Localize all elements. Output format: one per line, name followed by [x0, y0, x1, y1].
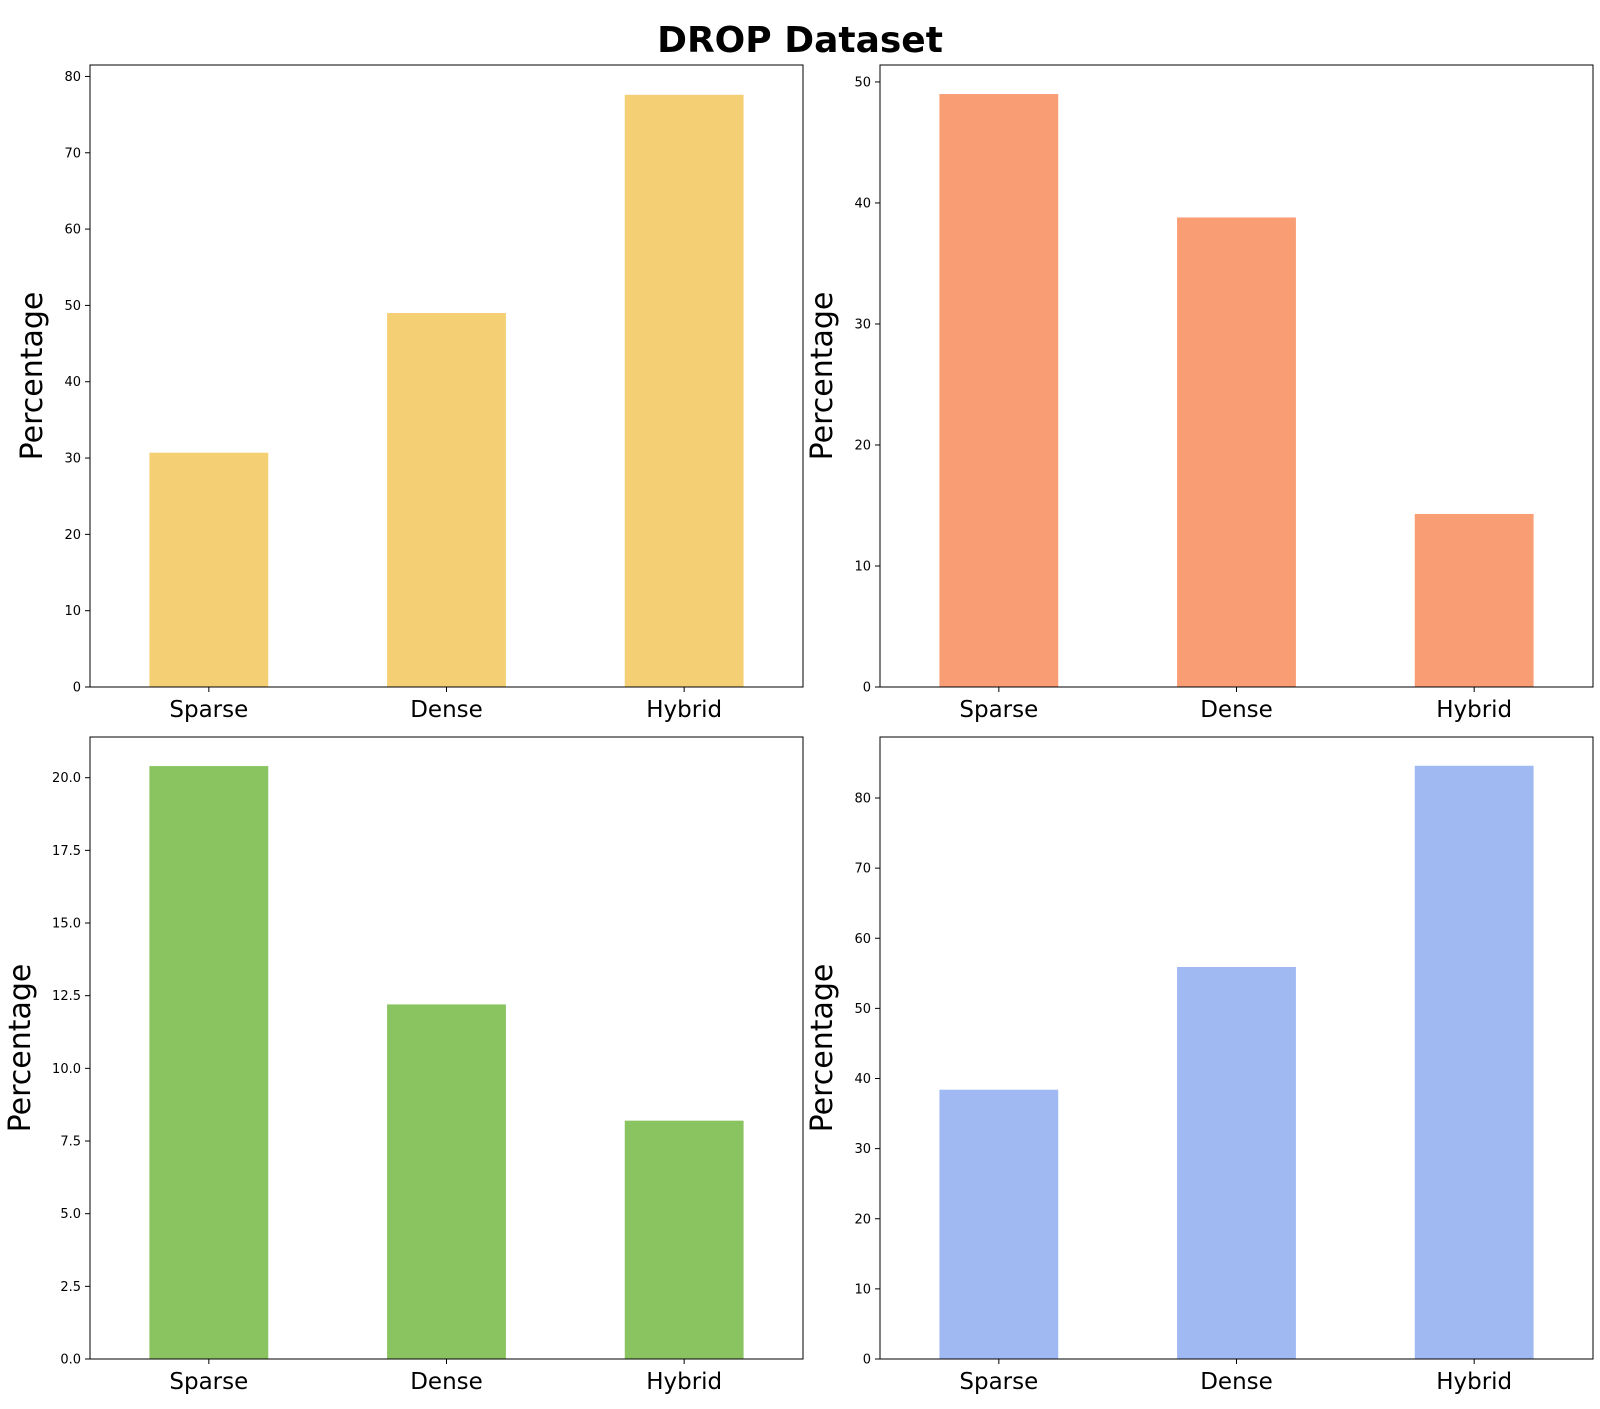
- x-tick-label: Dense: [1200, 697, 1273, 723]
- x-tick-label: Hybrid: [1436, 697, 1512, 723]
- y-axis-label: Percentage: [805, 292, 840, 461]
- bar-sparse: [939, 1089, 1059, 1359]
- y-tick-label: 10: [64, 604, 81, 619]
- y-tick-label: 5.0: [60, 1207, 81, 1222]
- x-tick-label: Dense: [1200, 1369, 1273, 1395]
- y-tick-label: 60: [854, 932, 871, 947]
- chart-panel-top-left: 0 10 20 30 40 50 60 70 80 Sparse Dense Hybrid Percen…: [15, 64, 804, 723]
- y-tick-label: 60: [64, 223, 81, 238]
- x-tick-label: Sparse: [959, 697, 1038, 723]
- y-tick-label: 10.0: [52, 1062, 81, 1077]
- bar-dense: [387, 1004, 506, 1359]
- bar-sparse: [939, 94, 1059, 688]
- y-tick-label: 80: [854, 792, 871, 807]
- y-tick-label: 70: [64, 146, 81, 161]
- y-tick-label: 12.5: [52, 989, 81, 1004]
- y-tick-label: 30: [64, 452, 81, 467]
- bar-sparse: [149, 766, 269, 1359]
- plot-area: 0 10 20 30 40 50 Sparse Dense Hybrid Percentage: [805, 64, 1594, 723]
- y-tick-label: 20: [854, 438, 871, 453]
- chart-panel-bottom-right: 0 10 20 30 40 50 60 70 80 Sparse Dense Hybrid Percen…: [805, 736, 1594, 1395]
- y-tick-label: 10: [854, 559, 871, 574]
- x-tick-label: Sparse: [959, 1369, 1038, 1395]
- y-tick-label: 30: [854, 317, 871, 332]
- chart-panel-top-right: 0 10 20 30 40 50 Sparse Dense Hybrid Percentage: [805, 64, 1594, 723]
- y-tick-label: 10: [854, 1282, 871, 1297]
- bar-dense: [1177, 217, 1296, 687]
- axes-frame: [89, 64, 804, 688]
- y-tick-label: 20: [854, 1212, 871, 1227]
- y-tick-label: 2.5: [60, 1280, 81, 1295]
- y-tick-label: 20: [64, 528, 81, 543]
- bar-hybrid: [1414, 513, 1534, 687]
- y-tick-label: 0.0: [60, 1353, 81, 1368]
- bar-dense: [1177, 967, 1296, 1359]
- axes-frame: [879, 736, 1594, 1360]
- x-tick-label: Dense: [410, 1369, 483, 1395]
- y-tick-label: 20.0: [52, 771, 81, 786]
- bar-sparse: [149, 452, 269, 687]
- x-tick-label: Hybrid: [646, 697, 722, 723]
- axes-frame: [89, 736, 804, 1360]
- plot-area: 0.0 2.5 5.0 7.5 10.0 12.5 15.0 17.5 20.0 Sparse De…: [3, 736, 804, 1395]
- y-tick-label: 50: [64, 299, 81, 314]
- bar-hybrid: [624, 94, 744, 688]
- y-tick-label: 50: [854, 75, 871, 90]
- chart-panel-bottom-left: 0.0 2.5 5.0 7.5 10.0 12.5 15.0 17.5 20.0 Sparse De…: [3, 736, 804, 1395]
- figure-title: DROP Dataset: [657, 20, 943, 61]
- y-tick-label: 40: [854, 196, 871, 211]
- y-tick-label: 15.0: [52, 917, 81, 932]
- x-tick-label: Dense: [410, 697, 483, 723]
- y-tick-label: 0: [863, 681, 871, 696]
- y-tick-label: 40: [854, 1072, 871, 1087]
- plot-area: 0 10 20 30 40 50 60 70 80 Sparse Dense Hybrid Percen…: [15, 64, 804, 723]
- y-axis-label: Percentage: [3, 964, 38, 1133]
- bar-dense: [387, 313, 506, 687]
- y-tick-label: 7.5: [60, 1135, 81, 1150]
- y-tick-label: 0: [73, 681, 81, 696]
- bar-hybrid: [624, 1120, 744, 1359]
- y-tick-label: 80: [64, 70, 81, 85]
- y-axis-label: Percentage: [805, 964, 840, 1133]
- y-tick-label: 17.5: [52, 844, 81, 859]
- x-tick-label: Hybrid: [646, 1369, 722, 1395]
- x-tick-label: Sparse: [169, 697, 248, 723]
- y-tick-label: 40: [64, 375, 81, 390]
- x-tick-label: Hybrid: [1436, 1369, 1512, 1395]
- y-axis-label: Percentage: [15, 292, 50, 461]
- axes-frame: [879, 64, 1594, 688]
- plot-area: 0 10 20 30 40 50 60 70 80 Sparse Dense Hybrid Percen…: [805, 736, 1594, 1395]
- y-tick-label: 0: [863, 1353, 871, 1368]
- y-tick-label: 50: [854, 1002, 871, 1017]
- x-tick-label: Sparse: [169, 1369, 248, 1395]
- y-tick-label: 30: [854, 1142, 871, 1157]
- y-tick-label: 70: [854, 862, 871, 877]
- bar-hybrid: [1414, 765, 1534, 1359]
